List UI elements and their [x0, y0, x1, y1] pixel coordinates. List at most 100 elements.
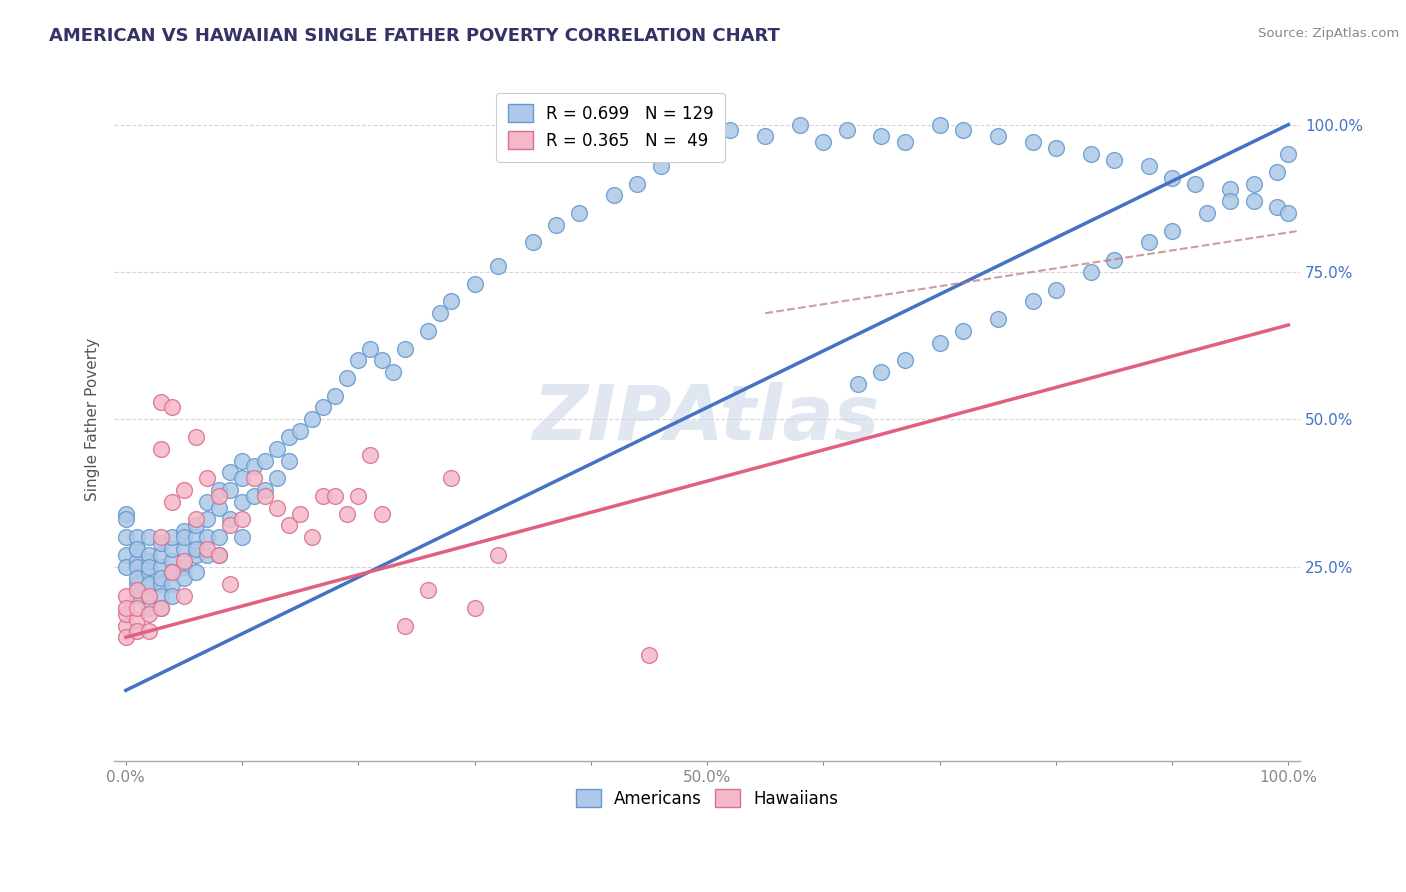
Point	[696, 135, 718, 149]
Point	[219, 512, 242, 526]
Point	[835, 123, 858, 137]
Point	[347, 489, 370, 503]
Text: AMERICAN VS HAWAIIAN SINGLE FATHER POVERTY CORRELATION CHART: AMERICAN VS HAWAIIAN SINGLE FATHER POVER…	[49, 27, 780, 45]
Point	[162, 554, 184, 568]
Point	[626, 177, 648, 191]
Point	[114, 618, 136, 632]
Point	[1137, 159, 1160, 173]
Point	[149, 442, 172, 456]
Point	[603, 188, 626, 202]
Point	[162, 589, 184, 603]
Point	[1277, 206, 1299, 220]
Point	[254, 453, 277, 467]
Point	[195, 548, 218, 562]
Point	[464, 600, 486, 615]
Point	[522, 235, 544, 250]
Point	[323, 389, 346, 403]
Point	[416, 324, 439, 338]
Point	[149, 600, 172, 615]
Point	[173, 571, 195, 585]
Point	[429, 306, 451, 320]
Point	[184, 518, 207, 533]
Point	[127, 559, 149, 574]
Point	[382, 365, 405, 379]
Point	[138, 600, 160, 615]
Point	[127, 583, 149, 598]
Point	[231, 495, 253, 509]
Point	[254, 489, 277, 503]
Point	[127, 624, 149, 639]
Point	[1161, 224, 1184, 238]
Point	[114, 607, 136, 621]
Point	[127, 613, 149, 627]
Point	[184, 530, 207, 544]
Point	[1161, 170, 1184, 185]
Point	[138, 554, 160, 568]
Point	[138, 589, 160, 603]
Text: ZIPAtlas: ZIPAtlas	[533, 383, 880, 457]
Point	[266, 471, 288, 485]
Point	[440, 294, 463, 309]
Point	[242, 471, 264, 485]
Point	[162, 566, 184, 580]
Point	[486, 548, 509, 562]
Point	[661, 147, 683, 161]
Point	[1021, 135, 1043, 149]
Point	[1045, 283, 1067, 297]
Point	[208, 483, 231, 497]
Point	[138, 530, 160, 544]
Point	[208, 500, 231, 515]
Point	[254, 483, 277, 497]
Point	[184, 548, 207, 562]
Legend: Americans, Hawaiians: Americans, Hawaiians	[569, 782, 845, 814]
Point	[162, 577, 184, 591]
Point	[870, 365, 893, 379]
Point	[162, 541, 184, 556]
Point	[208, 530, 231, 544]
Point	[1080, 147, 1102, 161]
Point	[1021, 294, 1043, 309]
Point	[138, 607, 160, 621]
Point	[114, 512, 136, 526]
Point	[336, 371, 359, 385]
Y-axis label: Single Father Poverty: Single Father Poverty	[86, 338, 100, 500]
Point	[127, 541, 149, 556]
Point	[301, 412, 323, 426]
Point	[266, 500, 288, 515]
Point	[277, 518, 299, 533]
Point	[987, 312, 1010, 326]
Point	[1243, 177, 1265, 191]
Point	[370, 353, 392, 368]
Point	[114, 507, 136, 521]
Point	[173, 541, 195, 556]
Point	[195, 512, 218, 526]
Point	[1102, 153, 1125, 167]
Point	[568, 206, 591, 220]
Point	[184, 541, 207, 556]
Point	[336, 507, 359, 521]
Point	[127, 541, 149, 556]
Point	[184, 430, 207, 444]
Point	[138, 577, 160, 591]
Point	[149, 571, 172, 585]
Point	[718, 123, 741, 137]
Point	[162, 495, 184, 509]
Point	[987, 129, 1010, 144]
Point	[195, 495, 218, 509]
Point	[184, 566, 207, 580]
Point	[1265, 200, 1288, 214]
Point	[416, 583, 439, 598]
Point	[138, 566, 160, 580]
Point	[359, 448, 381, 462]
Point	[928, 335, 950, 350]
Point	[952, 324, 974, 338]
Point	[1219, 182, 1241, 196]
Point	[195, 530, 218, 544]
Point	[149, 536, 172, 550]
Point	[394, 618, 416, 632]
Point	[173, 483, 195, 497]
Point	[290, 424, 312, 438]
Point	[114, 600, 136, 615]
Point	[1184, 177, 1206, 191]
Point	[301, 530, 323, 544]
